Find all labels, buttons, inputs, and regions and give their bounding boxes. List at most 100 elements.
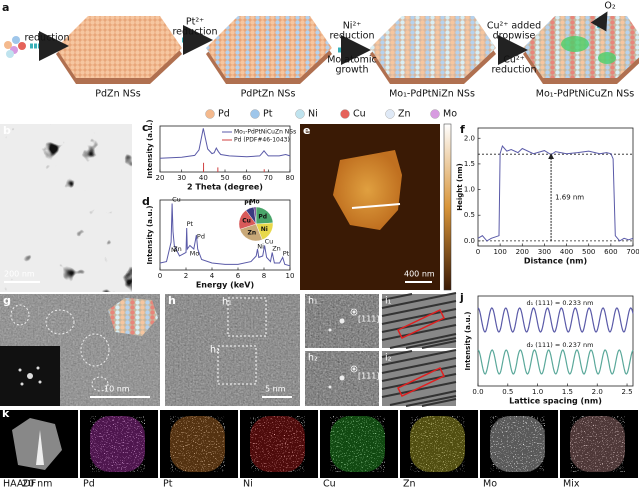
map-dots xyxy=(570,416,625,472)
x-tick-label: 0 xyxy=(158,272,162,280)
scale-label: 20 nm xyxy=(22,479,52,490)
pie-label: Cu xyxy=(242,217,251,224)
pie-label: Mo xyxy=(250,199,260,206)
data-line xyxy=(477,144,634,242)
pie-label: Ni xyxy=(261,226,268,233)
x-tick-label: 4 xyxy=(210,272,215,280)
series-label: d₂ (111) = 0.237 nm xyxy=(527,341,594,349)
product-name: Mo₁-PdPtNiCuZn NSs xyxy=(536,89,635,100)
panel-label: b xyxy=(3,124,11,137)
active-site xyxy=(561,36,589,52)
spot-marker xyxy=(350,365,358,373)
y-tick-label: 2.0 xyxy=(464,134,475,142)
panel-label: i₂ xyxy=(385,353,392,364)
legend-swatch xyxy=(205,109,215,119)
peak-label: Zn xyxy=(173,245,182,253)
pie-slice xyxy=(253,206,257,225)
lattice-panels xyxy=(381,292,457,407)
peak-label: Zn xyxy=(272,245,281,253)
plot-frame xyxy=(477,295,634,387)
profile-line xyxy=(351,203,401,209)
active-site xyxy=(598,52,616,64)
map-mask xyxy=(410,416,465,472)
x-axis-title: Lattice spacing (nm) xyxy=(509,397,602,406)
step-label: reduction xyxy=(24,33,69,44)
x-tick-label: 0 xyxy=(476,248,480,256)
scale-label: 5 nm xyxy=(265,385,286,394)
x-tick-label: 70 xyxy=(264,174,273,182)
y-axis-title: Intensity (a.u.) xyxy=(146,119,154,178)
step-label: Pt²⁺ xyxy=(186,17,204,28)
map-mask xyxy=(490,416,545,472)
hrtem-texture xyxy=(165,294,300,406)
panel-label: d xyxy=(142,195,150,208)
legend-label: Mo xyxy=(443,109,457,120)
slab xyxy=(370,16,496,78)
pie-label: Zn xyxy=(247,229,256,236)
map-color xyxy=(570,416,625,472)
step-label: growth xyxy=(335,65,368,76)
map-dots xyxy=(250,416,305,472)
legend-swatch xyxy=(250,109,260,119)
panel-label: j xyxy=(459,291,464,304)
legend-label: Ni xyxy=(308,109,318,120)
y-tick-label: 0.0 xyxy=(464,237,475,245)
lattice-profile xyxy=(477,349,634,375)
x-tick-label: 600 xyxy=(604,248,617,256)
map-dots xyxy=(90,416,145,472)
panel-label: a xyxy=(2,1,9,14)
x-tick-label: 8 xyxy=(262,272,266,280)
step-label: reduction xyxy=(172,27,217,38)
pie-label: Pt xyxy=(244,200,251,207)
x-tick-label: 0.0 xyxy=(472,388,483,396)
x-tick-label: 2 xyxy=(184,272,188,280)
panel-label: h₂ xyxy=(308,353,318,364)
color-bar xyxy=(443,123,452,291)
peak-label: Cu xyxy=(172,196,181,204)
x-tick-label: 2.5 xyxy=(621,388,632,396)
y-axis-title: Height (nm) xyxy=(456,163,464,210)
panel-label: f xyxy=(460,123,465,136)
map-label: Zn xyxy=(403,479,416,490)
spot-label: [111] xyxy=(358,372,380,381)
peak-label: Cu xyxy=(265,238,274,246)
legend-swatch xyxy=(340,109,350,119)
x-tick-label: 60 xyxy=(242,174,251,182)
fft-spots xyxy=(328,310,356,389)
x-tick-label: 300 xyxy=(538,248,551,256)
x-tick-label: 40 xyxy=(199,174,208,182)
legend-label: Pt xyxy=(263,109,273,120)
step-label: reduction xyxy=(329,31,374,42)
region-box xyxy=(217,345,257,385)
map-color xyxy=(170,416,225,472)
lattice-profile xyxy=(477,307,634,333)
map-label: Cu xyxy=(323,479,336,490)
afm-flake xyxy=(333,150,402,230)
plot-frame xyxy=(477,127,634,247)
map-dots xyxy=(410,416,465,472)
height-label: 1.69 nm xyxy=(555,194,584,202)
slab xyxy=(206,16,332,78)
panel-label: i₁ xyxy=(385,296,392,307)
x-tick-label: 1.0 xyxy=(532,388,543,396)
x-axis-title: Energy (keV) xyxy=(196,281,254,290)
panel-label: h₁ xyxy=(308,296,318,307)
product-name: PdPtZn NSs xyxy=(241,89,296,100)
map-color xyxy=(410,416,465,472)
map-color xyxy=(90,416,145,472)
x-tick-label: 30 xyxy=(177,174,186,182)
step-label: Ni²⁺ xyxy=(343,21,362,32)
panel-label: e xyxy=(303,124,310,137)
map-mask xyxy=(90,416,145,472)
product-name: PdZn NSs xyxy=(95,89,140,100)
y-tick-label: 1.0 xyxy=(464,186,475,194)
x-tick-label: 100 xyxy=(493,248,506,256)
region-label: h₂ xyxy=(210,345,220,356)
haadf-particle xyxy=(12,418,62,470)
x-tick-label: 400 xyxy=(560,248,573,256)
region-box xyxy=(227,297,267,337)
scale-label: 10 nm xyxy=(104,385,130,394)
pie-label: Pd xyxy=(258,213,267,220)
data-line xyxy=(159,128,291,159)
